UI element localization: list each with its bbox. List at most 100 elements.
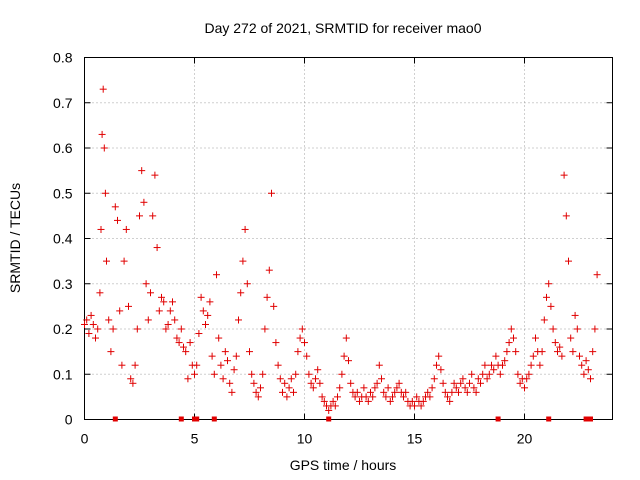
data-point — [298, 325, 306, 333]
data-point — [162, 325, 170, 333]
data-point — [525, 370, 533, 378]
data-point — [254, 393, 262, 401]
data-point — [488, 361, 495, 369]
data-point — [109, 325, 117, 333]
y-tick-label: 0.4 — [53, 231, 73, 247]
data-point — [514, 370, 522, 378]
data-point — [292, 370, 300, 378]
data-point — [197, 293, 205, 301]
data-point — [305, 370, 313, 378]
data-point — [248, 370, 256, 378]
data-point — [402, 388, 410, 396]
data-point — [140, 198, 148, 206]
data-point — [521, 384, 528, 392]
data-point — [307, 379, 315, 387]
data-point — [441, 388, 449, 396]
data-point — [569, 348, 577, 356]
data-point — [560, 171, 568, 179]
data-point — [149, 212, 157, 220]
data-point — [98, 130, 106, 138]
data-point — [356, 397, 363, 405]
data-point — [169, 298, 176, 306]
data-point — [312, 375, 319, 383]
data-point — [246, 348, 253, 356]
data-point — [510, 334, 517, 342]
data-point — [173, 334, 181, 342]
data-point — [384, 384, 392, 392]
data-point — [380, 388, 388, 396]
data-point — [221, 348, 229, 356]
data-point — [593, 271, 601, 279]
data-point — [265, 266, 273, 274]
data-point — [587, 375, 594, 383]
data-point — [158, 293, 165, 301]
gap-marker — [326, 416, 332, 422]
data-point — [483, 375, 491, 383]
data-point — [501, 357, 509, 365]
data-point — [395, 379, 403, 387]
data-point — [584, 366, 592, 374]
data-point — [144, 316, 152, 324]
data-point — [540, 316, 548, 324]
data-point — [582, 357, 590, 365]
data-point — [241, 225, 249, 233]
data-point — [199, 307, 207, 315]
data-point — [576, 352, 583, 360]
data-point — [536, 361, 544, 369]
data-point — [191, 370, 198, 378]
data-point — [103, 257, 110, 265]
y-tick-label: 0.8 — [53, 50, 73, 66]
y-tick-label: 0.3 — [53, 276, 73, 292]
grid — [84, 57, 613, 420]
data-point — [532, 334, 539, 342]
gap-marker — [211, 416, 217, 422]
data-point — [294, 348, 302, 356]
data-point — [105, 316, 113, 324]
x-tick-label: 5 — [191, 431, 199, 447]
data-point — [239, 257, 247, 265]
data-point — [457, 379, 465, 387]
data-point — [505, 339, 513, 347]
data-point — [101, 189, 109, 197]
data-point — [164, 320, 172, 328]
data-point — [492, 352, 500, 360]
data-point — [81, 320, 88, 328]
gap-marker — [583, 416, 589, 422]
data-point — [309, 384, 317, 392]
data-point — [470, 384, 478, 392]
data-point — [180, 343, 187, 351]
data-point — [411, 402, 418, 410]
data-point — [99, 85, 107, 93]
data-point — [276, 375, 284, 383]
data-point — [459, 375, 467, 383]
data-point — [325, 406, 333, 414]
x-axis-label: GPS time / hours — [290, 457, 397, 473]
data-point — [430, 375, 438, 383]
data-point — [270, 302, 278, 310]
data-point — [512, 348, 520, 356]
data-point — [320, 397, 328, 405]
gap-marker — [546, 416, 552, 422]
data-points — [81, 85, 601, 414]
data-point — [274, 361, 282, 369]
data-point — [589, 348, 597, 356]
data-point — [318, 393, 326, 401]
y-tick-label: 0.2 — [53, 321, 73, 337]
data-point — [538, 348, 546, 356]
data-point — [252, 388, 260, 396]
gap-marker — [178, 416, 184, 422]
data-point — [287, 375, 295, 383]
data-point — [235, 316, 242, 324]
gap-marker — [495, 416, 501, 422]
data-point — [499, 361, 506, 369]
y-tick-label: 0.7 — [53, 95, 73, 111]
data-point — [296, 334, 304, 342]
data-point — [131, 361, 139, 369]
data-point — [83, 316, 91, 324]
data-point — [243, 280, 251, 288]
data-point — [439, 379, 447, 387]
data-point — [523, 375, 531, 383]
data-point — [408, 397, 416, 405]
data-point — [571, 311, 579, 319]
